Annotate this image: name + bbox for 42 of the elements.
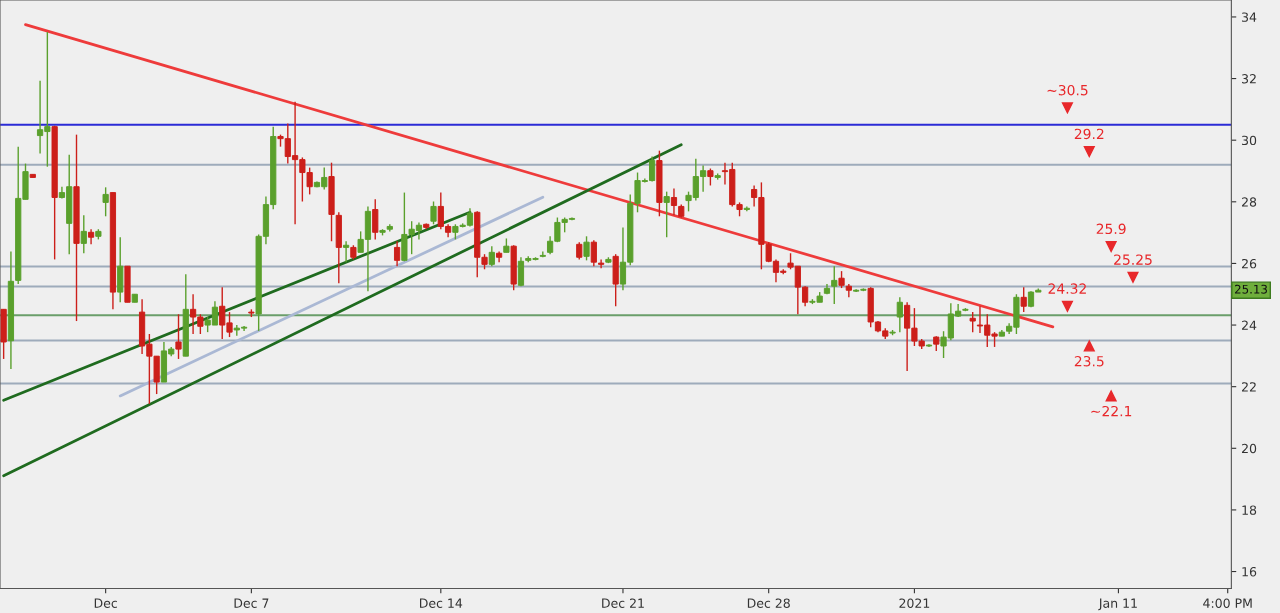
y-tick-label: 20 <box>1242 443 1257 454</box>
candlestick <box>80 214 87 254</box>
annotation: 25.13 <box>1235 284 1267 294</box>
y-tick-label: 24 <box>1242 320 1257 330</box>
candlestick <box>488 245 495 267</box>
y-tick-label: 30 <box>1242 135 1257 146</box>
x-tick-label: 4:00 PM <box>1203 598 1252 608</box>
candlestick <box>393 240 401 267</box>
y-tick-label: 22 <box>1242 382 1256 392</box>
x-tick-label: Jan 11 <box>1098 598 1137 611</box>
candlestick <box>539 250 546 258</box>
x-tick-label: Dec 21 <box>602 598 644 608</box>
candlestick <box>102 186 109 217</box>
y-tick-label: 18 <box>1242 505 1257 515</box>
x-tick-label: Dec <box>94 598 117 608</box>
y-tick-label: 32 <box>1242 74 1256 84</box>
y-tick-label: 16 <box>1242 567 1257 577</box>
x-tick-label: Dec 28 <box>747 598 790 608</box>
candlestick <box>175 313 182 360</box>
y-tick-label: 28 <box>1242 197 1257 207</box>
x-tick-label: Dec 14 <box>420 598 463 608</box>
candlestick <box>663 190 670 238</box>
annotation: ~30.5 <box>1047 84 1088 96</box>
annotation: 29.2 <box>1074 128 1104 140</box>
y-tick-label: 34 <box>1242 12 1257 22</box>
candlestick <box>670 187 678 217</box>
x-tick-label: Dec 7 <box>234 598 269 608</box>
candlestick <box>896 296 903 333</box>
candlestick <box>969 311 976 333</box>
x-tick-label: 2021 <box>899 598 930 608</box>
candlestick <box>430 200 437 225</box>
annotation: ~22.1 <box>1091 405 1132 417</box>
annotation: 23.5 <box>1074 355 1104 367</box>
candlestick <box>372 198 379 241</box>
candlestick <box>1020 286 1027 313</box>
candlestick <box>831 265 838 305</box>
annotation: 24.32 <box>1048 283 1086 294</box>
y-tick-label: 26 <box>1242 258 1257 269</box>
candlestick <box>583 235 590 262</box>
candlestick <box>342 240 350 263</box>
annotation: 25.25 <box>1114 254 1152 265</box>
annotation: 25.9 <box>1096 223 1126 235</box>
